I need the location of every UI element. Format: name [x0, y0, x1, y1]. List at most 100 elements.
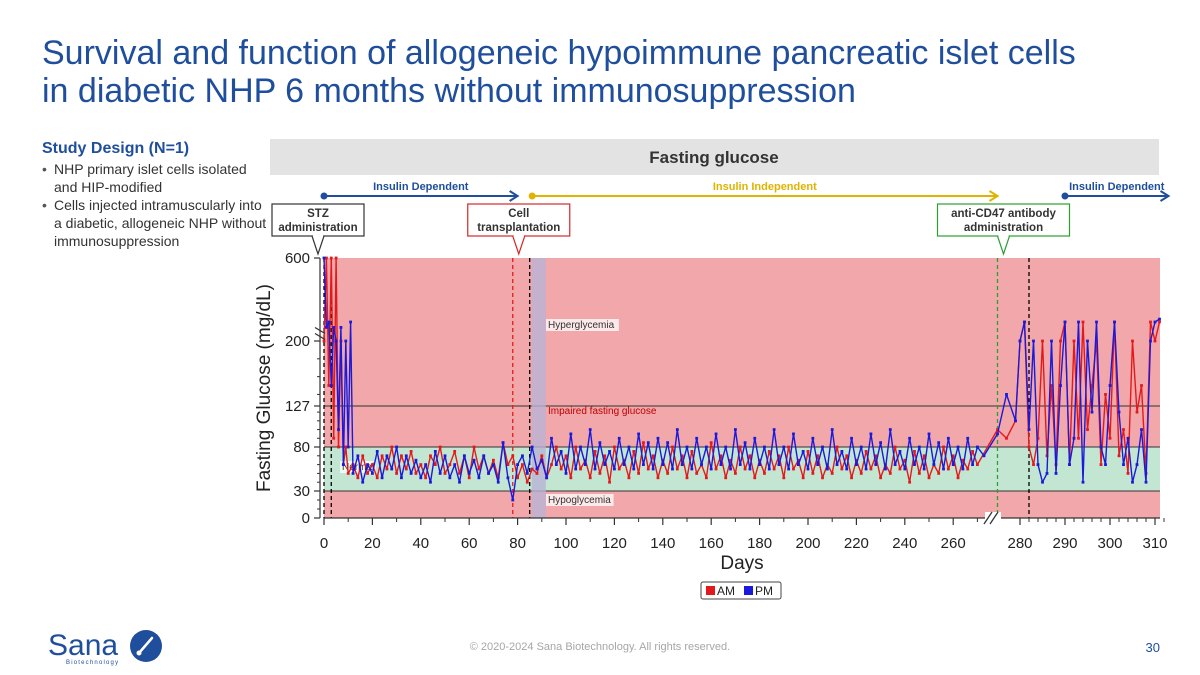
x-axis-break-gap — [985, 512, 1001, 524]
data-point-pm — [646, 441, 650, 445]
data-point-am — [772, 467, 776, 471]
data-point-am — [782, 476, 786, 480]
data-point-pm — [661, 463, 665, 466]
data-point-pm — [796, 463, 800, 466]
title-line-1: Survival and function of allogeneic hypo… — [42, 34, 1076, 72]
data-point-pm — [375, 450, 379, 453]
data-point-am — [574, 445, 578, 449]
data-point-pm — [922, 467, 926, 471]
data-point-pm — [1041, 480, 1044, 484]
y-tick-label: 127 — [285, 398, 310, 415]
data-point-pm — [603, 463, 607, 466]
zone-label-background — [546, 319, 619, 331]
x-tick-label: 290 — [1052, 535, 1077, 552]
data-point-pm — [869, 432, 873, 436]
data-point-am — [690, 450, 694, 453]
data-point-pm — [327, 320, 331, 324]
data-point-pm — [806, 467, 810, 471]
data-point-pm — [1059, 384, 1062, 387]
zone-label-background — [546, 494, 614, 506]
data-point-pm — [617, 436, 621, 440]
data-point-am — [961, 458, 965, 462]
data-point-pm — [511, 498, 515, 502]
data-point-am — [888, 472, 892, 475]
data-point-am — [1140, 384, 1143, 387]
data-point-pm — [1126, 436, 1130, 440]
y-axis-break-mark — [314, 326, 326, 335]
data-point-am — [344, 445, 348, 449]
data-point-pm — [554, 463, 558, 466]
data-point-am — [942, 445, 945, 449]
data-point-pm — [753, 436, 757, 440]
data-point-pm — [1050, 339, 1053, 343]
data-point-am — [966, 467, 970, 471]
data-point-pm — [864, 467, 868, 471]
data-point-am — [390, 445, 394, 449]
x-tick-label: 200 — [795, 535, 820, 552]
copyright-footer: © 2020-2024 Sana Biotechnology. All righ… — [469, 641, 731, 653]
data-point-am — [443, 472, 447, 475]
callout-label-line1: Cell — [508, 208, 529, 220]
data-point-pm — [346, 445, 350, 449]
data-point-am — [738, 445, 742, 449]
data-point-pm — [337, 428, 340, 431]
data-point-am — [724, 476, 728, 480]
data-point-am — [971, 450, 974, 453]
data-point-am — [400, 454, 403, 458]
data-point-am — [564, 454, 568, 458]
page-number: 30 — [1145, 640, 1160, 655]
data-point-am — [898, 467, 902, 471]
data-point-am — [593, 450, 597, 453]
legend-label-am: AM — [717, 584, 735, 598]
data-point-pm — [458, 480, 461, 484]
data-point-pm — [588, 428, 592, 431]
y-axis-label: Fasting Glucose (mg/dL) — [254, 284, 275, 492]
data-point-am — [1104, 393, 1107, 396]
data-point-pm — [782, 445, 786, 449]
phase-arrow-start-dot — [1061, 192, 1069, 200]
data-point-pm — [772, 428, 776, 431]
chart-title-band — [270, 139, 1159, 175]
data-point-pm — [516, 463, 519, 466]
data-point-pm — [414, 458, 418, 462]
data-point-am — [424, 476, 428, 480]
data-point-pm — [366, 463, 369, 466]
phase-arrow-head — [509, 190, 520, 202]
data-point-pm — [1023, 320, 1026, 324]
data-point-am — [337, 445, 340, 449]
phase-arrow-start-dot — [528, 192, 536, 200]
callout-label-line2: administration — [964, 222, 1043, 234]
data-point-pm — [942, 467, 945, 471]
data-point-pm — [356, 454, 360, 458]
data-point-pm — [675, 428, 679, 431]
x-tick-label: 40 — [412, 535, 429, 552]
data-point-am — [1153, 339, 1157, 343]
data-point-pm — [1122, 463, 1125, 466]
data-point-pm — [583, 463, 587, 466]
zone-band — [324, 258, 1160, 406]
data-point-am — [1027, 445, 1031, 449]
data-point-pm — [1045, 472, 1049, 475]
data-point-am — [380, 454, 384, 458]
callout-pointer — [311, 235, 325, 256]
data-point-pm — [329, 384, 333, 387]
data-point-am — [646, 467, 650, 471]
data-point-pm — [467, 472, 471, 475]
data-point-am — [506, 463, 510, 466]
data-point-am — [859, 472, 863, 475]
data-point-pm — [545, 476, 549, 480]
data-point-pm — [1113, 320, 1116, 324]
callout-pointer — [512, 235, 526, 256]
data-point-am — [588, 476, 592, 480]
data-point-am — [767, 450, 771, 453]
data-point-am — [845, 454, 849, 458]
data-point-pm — [830, 428, 834, 431]
data-point-pm — [825, 467, 829, 471]
data-point-pm — [821, 445, 824, 449]
x-tick-label: 100 — [553, 535, 578, 552]
data-point-am — [356, 476, 360, 480]
data-point-pm — [738, 463, 742, 466]
data-point-am — [680, 454, 684, 458]
data-point-am — [714, 467, 718, 471]
x-tick-label: 260 — [941, 535, 966, 552]
